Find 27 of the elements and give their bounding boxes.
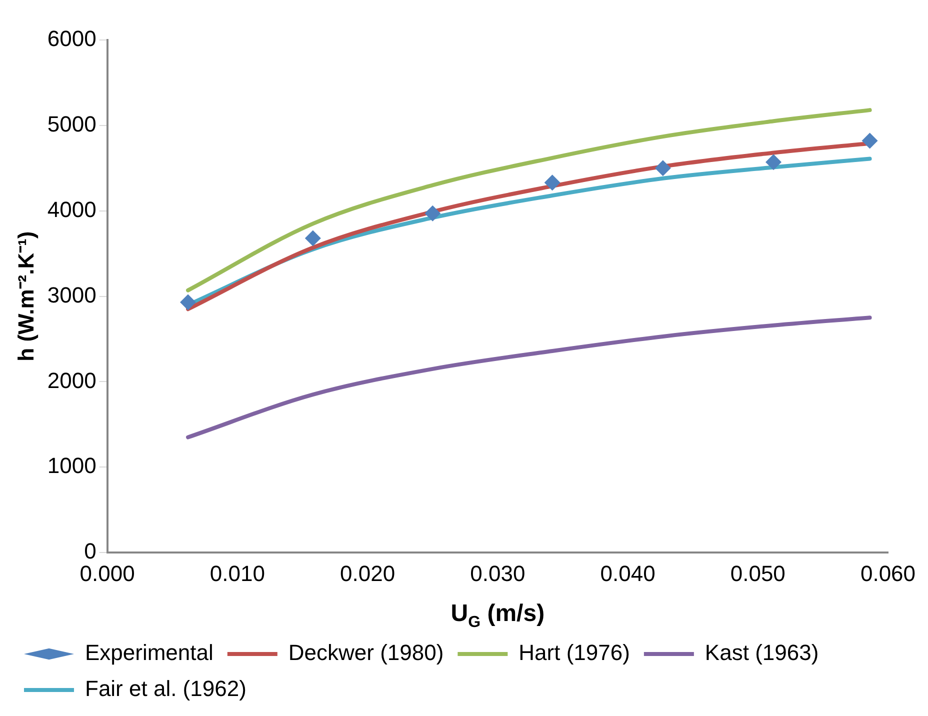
legend-label: Kast (1963): [704, 640, 819, 666]
point: [654, 160, 671, 176]
point: [180, 294, 196, 310]
line-series: [186, 316, 872, 440]
y-tick-label: 1000: [47, 453, 96, 478]
x-tick-label: 0.060: [860, 560, 916, 586]
point: [544, 174, 560, 191]
line-series: [186, 108, 872, 292]
y-tick-label: 4000: [47, 196, 96, 222]
legend-label: Fair et al. (1962): [85, 676, 246, 702]
y-tick-label: 3000: [47, 282, 96, 308]
y-tick-label: 5000: [47, 111, 96, 136]
x-tick-label: 0.020: [340, 560, 396, 586]
legend-label: Experimental: [85, 640, 214, 666]
x-tick-label: 0.010: [210, 560, 265, 586]
x-tick-label: 0.050: [730, 560, 786, 586]
y-tick-label: 2000: [47, 368, 96, 393]
x-tick-label: 0.030: [470, 560, 526, 586]
x-tick-label: 0.040: [600, 560, 656, 586]
legend-label: Deckwer (1980): [288, 640, 444, 666]
point: [424, 205, 441, 222]
legend-label: Hart (1976): [518, 640, 630, 666]
point: [862, 132, 878, 149]
point: [766, 154, 782, 170]
y-tick-label: 6000: [47, 26, 96, 52]
point: [304, 230, 321, 246]
y-axis-title: h (W.m⁻².K⁻¹): [13, 231, 38, 362]
